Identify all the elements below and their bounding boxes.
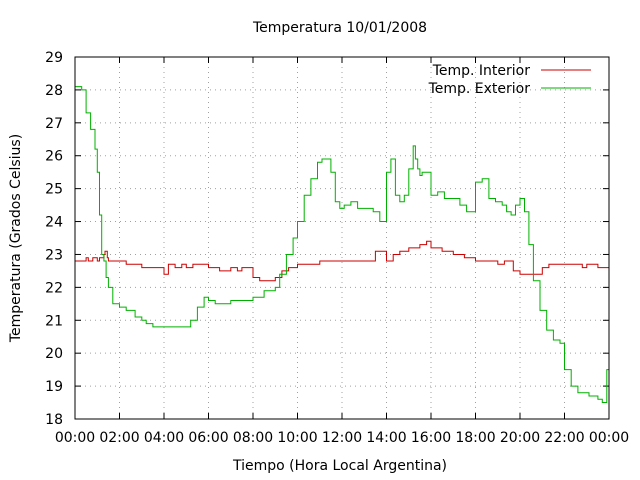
y-tick-label: 28 — [45, 83, 63, 99]
x-tick-label: 00:00 — [589, 430, 629, 446]
series-lines — [75, 86, 610, 403]
y-tick-label: 24 — [45, 215, 63, 231]
plot-frame — [74, 56, 610, 420]
legend: Temp. Interior Temp. Exterior — [428, 63, 591, 97]
x-tick-label: 16:00 — [411, 430, 451, 446]
y-tick-label: 27 — [45, 116, 63, 132]
legend-label-interior: Temp. Interior — [432, 63, 531, 79]
series-line-exterior — [75, 86, 610, 403]
y-tick-label: 20 — [45, 346, 63, 362]
y-tick-label: 19 — [45, 379, 63, 395]
x-tick-label: 10:00 — [277, 430, 317, 446]
grid — [75, 57, 609, 419]
x-tick-label: 20:00 — [500, 430, 540, 446]
y-tick-label: 18 — [45, 412, 63, 428]
y-axis-label: Temperatura (Grados Celsius) — [8, 134, 24, 343]
y-tick-label: 21 — [45, 313, 63, 329]
axis-ticks: 00:00 02:00 04:00 06:00 08:00 10:00 12:00 14:00… — [45, 50, 629, 446]
y-tick-label: 29 — [45, 50, 63, 66]
x-tick-label: 18:00 — [455, 430, 495, 446]
x-tick-label: 06:00 — [188, 430, 228, 446]
x-tick-label: 00:00 — [55, 430, 95, 446]
x-tick-label: 04:00 — [144, 430, 184, 446]
y-tick-label: 23 — [45, 247, 63, 263]
y-tick-label: 26 — [45, 149, 63, 165]
x-tick-label: 02:00 — [99, 430, 139, 446]
x-tick-label: 14:00 — [366, 430, 406, 446]
x-tick-label: 22:00 — [544, 430, 584, 446]
series-line-interior — [75, 240, 609, 282]
y-tick-label: 22 — [45, 280, 63, 296]
x-tick-label: 08:00 — [233, 430, 273, 446]
y-tick-label: 25 — [45, 182, 63, 198]
chart-title: Temperatura 10/01/2008 — [252, 20, 427, 36]
x-tick-label: 12:00 — [322, 430, 362, 446]
legend-label-exterior: Temp. Exterior — [428, 81, 531, 97]
x-axis-label: Tiempo (Hora Local Argentina) — [232, 458, 447, 474]
